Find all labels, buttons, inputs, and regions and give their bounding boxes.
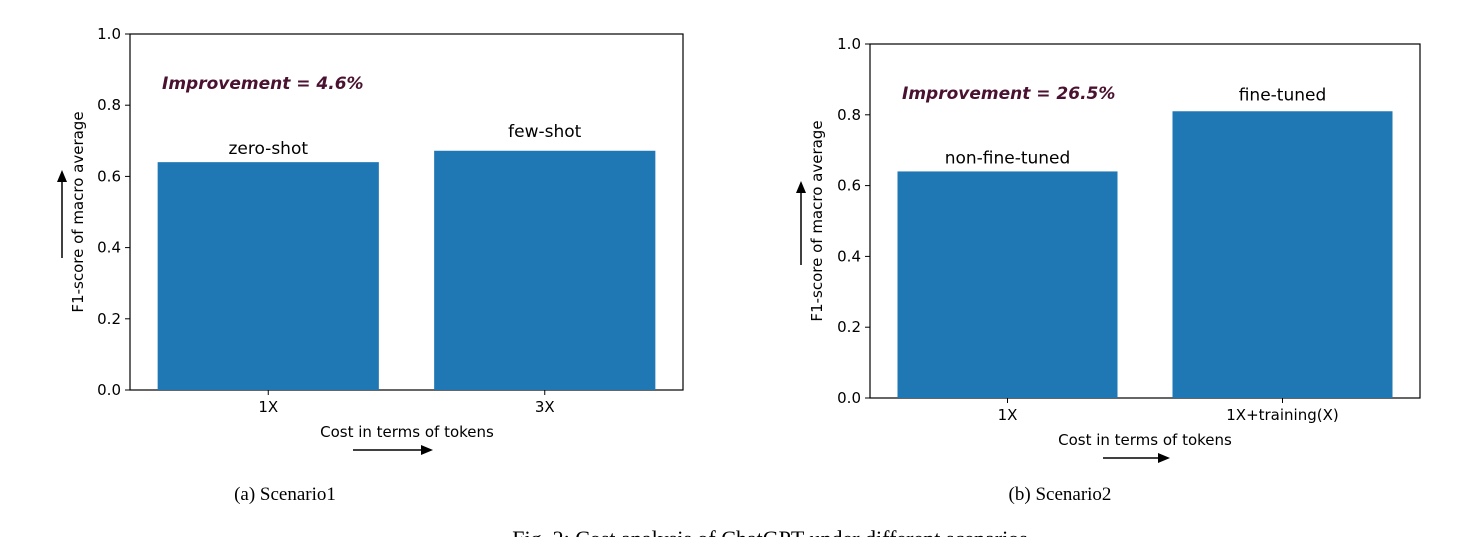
bar [157,162,379,390]
y-tick-label: 1.0 [837,35,861,53]
bar-label: few-shot [508,122,582,142]
y-tick-label: 0.8 [97,96,121,114]
y-tick-label: 0.0 [837,389,861,407]
bar [1172,111,1393,398]
x-arrow-head [1158,453,1170,463]
bar-label: fine-tuned [1239,85,1327,105]
y-axis-title: F1-score of macro average [808,120,826,321]
y-tick-label: 0.0 [97,381,121,399]
improvement-annotation: Improvement = 26.5% [902,84,1115,104]
y-tick-label: 0.2 [837,318,861,336]
bar [434,150,656,390]
x-axis-title: Cost in terms of tokens [320,423,494,441]
panel-scenario2: 0.0 0.2 0.4 0.6 0.8 1.0 non-fine-tuned 1X fine-t… [796,35,1421,505]
plot-frame [869,43,1421,399]
panel-scenario1: 0.0 0.2 0.4 0.6 0.8 1.0 zero-shot 1X few-shot 3X I… [57,25,684,505]
x-tick-label: 1X [998,406,1018,424]
panel-caption: (b) Scenario2 [1009,484,1112,505]
y-tick-label: 0.2 [97,310,121,328]
y-tick-label: 0.6 [837,177,861,195]
x-axis-title: Cost in terms of tokens [1058,431,1232,449]
y-arrow-head [796,181,806,193]
x-tick-label: 1X [258,398,278,416]
x-tick-label: 1X+training(X) [1226,406,1338,424]
bar-label: zero-shot [228,139,308,159]
y-tick-label: 0.4 [97,239,121,257]
y-tick-label: 0.6 [97,167,121,185]
y-axis-title: F1-score of macro average [69,111,87,312]
plot-frame [129,33,684,391]
panel-caption: (a) Scenario1 [234,484,336,505]
improvement-annotation: Improvement = 4.6% [162,74,364,94]
bar [897,171,1118,398]
x-arrow-head [421,445,433,455]
y-tick-label: 0.4 [837,247,861,265]
y-tick-label: 1.0 [97,25,121,43]
y-tick-label: 0.8 [837,106,861,124]
y-arrow-head [57,170,67,182]
figure-caption: Fig. 2: Cost analysis of ChatGPT under d… [512,526,1028,537]
bar-label: non-fine-tuned [945,148,1071,168]
x-tick-label: 3X [535,398,555,416]
